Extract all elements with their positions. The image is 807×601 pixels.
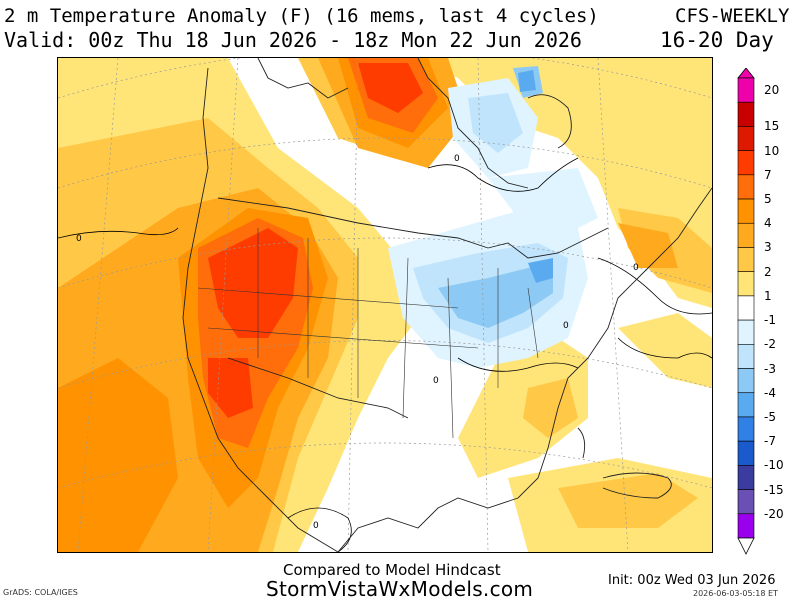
- legend-swatch: [737, 295, 755, 321]
- legend-label: 7: [764, 167, 772, 182]
- legend-swatch: [737, 150, 755, 176]
- forecast-range: 16-20 Day: [660, 28, 774, 52]
- legend-swatch: [737, 489, 755, 515]
- legend-swatch: [737, 392, 755, 418]
- legend-swatch: [737, 440, 755, 466]
- map-title: 2 m Temperature Anomaly (F) (16 mems, la…: [4, 5, 599, 27]
- legend-label: -5: [764, 409, 776, 424]
- color-legend: [737, 67, 807, 568]
- legend-label: 4: [764, 216, 772, 231]
- legend-label: -20: [764, 506, 784, 521]
- legend-label: -10: [764, 458, 784, 473]
- legend-label: -7: [764, 434, 776, 449]
- site-name: StormVistaWxModels.com: [266, 577, 534, 601]
- hindcast-note: Compared to Model Hindcast: [283, 561, 501, 579]
- legend-arrow-top: [737, 67, 755, 79]
- legend-swatch: [737, 344, 755, 369]
- legend-swatch: [737, 222, 755, 248]
- contour-label: 0: [433, 376, 439, 386]
- legend-label: 2: [764, 264, 772, 279]
- timestamp: 2026-06-03-05:18 ET: [693, 589, 778, 598]
- legend-swatch: [737, 198, 755, 224]
- legend-label: -1: [764, 313, 776, 328]
- legend-swatch: [737, 319, 755, 345]
- legend-arrow-bottom: [737, 537, 755, 555]
- legend-label: 5: [764, 192, 772, 207]
- contour-label: 0: [454, 154, 460, 164]
- contour-label: 0: [313, 521, 319, 531]
- contour-label: 0: [633, 263, 639, 273]
- contour-label: 0: [563, 321, 569, 331]
- legend-swatch: [737, 513, 755, 539]
- legend-label: -2: [764, 337, 776, 352]
- legend-label: 10: [764, 143, 780, 158]
- init-time: Init: 00z Wed 03 Jun 2026: [608, 573, 776, 588]
- legend-bar: [737, 67, 755, 555]
- legend-label: 15: [764, 119, 780, 134]
- contour-label: 0: [76, 234, 82, 244]
- legend-swatch: [737, 101, 755, 127]
- model-name: CFS-WEEKLY: [675, 5, 790, 27]
- legend-swatch: [737, 271, 755, 297]
- legend-label: -3: [764, 361, 776, 376]
- legend-swatch: [737, 416, 755, 442]
- legend-label: -4: [764, 385, 776, 400]
- legend-swatch: [737, 465, 755, 490]
- legend-swatch: [737, 368, 755, 394]
- legend-swatch: [737, 247, 755, 272]
- valid-period: Valid: 00z Thu 18 Jun 2026 - 18z Mon 22 …: [4, 28, 582, 52]
- legend-label: 1: [764, 288, 772, 303]
- legend-label: -15: [764, 482, 784, 497]
- legend-swatch: [737, 77, 755, 103]
- credit-text: GrADS: COLA/IGES: [3, 588, 78, 597]
- anomaly-map: 0 0 0 0 0 0: [57, 57, 713, 553]
- legend-swatch: [737, 174, 755, 200]
- legend-label: 3: [764, 240, 772, 255]
- legend-label: 20: [764, 83, 780, 98]
- legend-swatch: [737, 126, 755, 151]
- map-canvas: 0 0 0 0 0 0: [58, 58, 712, 552]
